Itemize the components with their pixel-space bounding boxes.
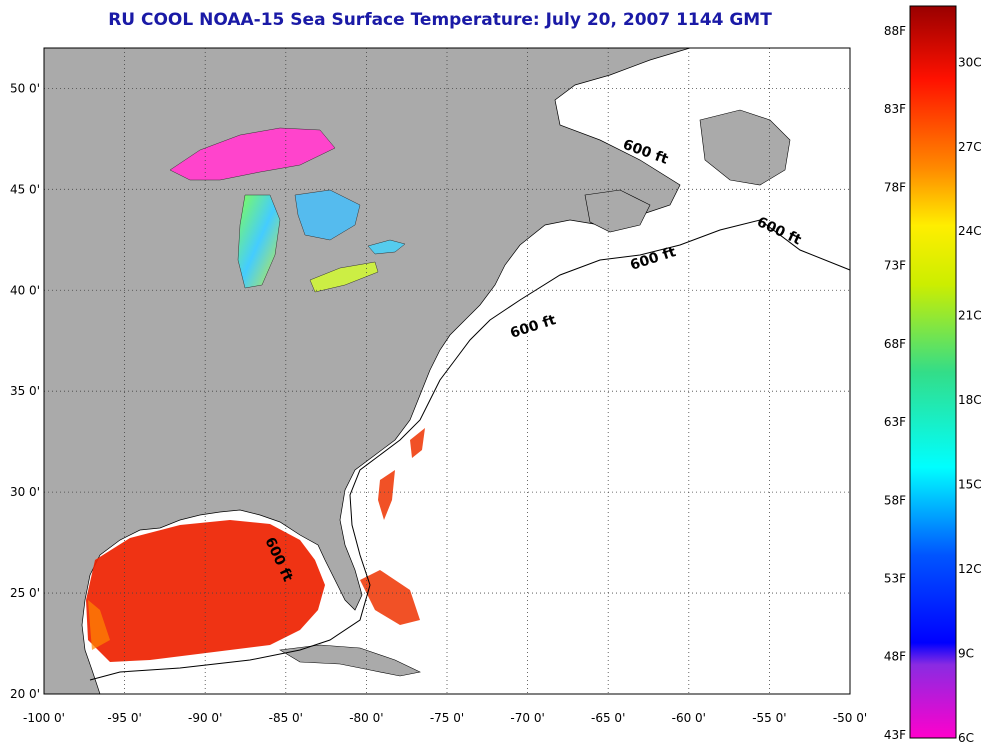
longitude-ticks: -100 0' -95 0' -90 0' -85 0' -80 0' -75 0' -70… bbox=[23, 711, 867, 725]
colorbar-celsius-label: 15C bbox=[958, 478, 982, 492]
colorbar bbox=[909, 5, 957, 739]
atlantic-sst bbox=[360, 570, 420, 625]
lat-tick-label: 50 0' bbox=[10, 81, 40, 95]
colorbar-fahrenheit-labels: 43F 48F 53F 58F 63F 68F 73F 78F 83F 88F bbox=[884, 24, 906, 742]
lon-tick-label: -75 0' bbox=[430, 711, 464, 725]
lake-erie bbox=[309, 261, 379, 293]
nova-scotia bbox=[584, 189, 651, 233]
lake-superior bbox=[169, 127, 336, 181]
colorbar-celsius-label: 12C bbox=[958, 562, 982, 576]
newfoundland bbox=[699, 109, 791, 186]
cuba bbox=[279, 644, 421, 677]
lon-tick-label: -95 0' bbox=[107, 711, 141, 725]
lon-tick-label: -80 0' bbox=[349, 711, 383, 725]
lat-tick-label: 25 0' bbox=[10, 586, 40, 600]
gulf-sst bbox=[86, 520, 325, 662]
colorbar-fahrenheit-label: 83F bbox=[884, 102, 906, 116]
lat-tick-label: 40 0' bbox=[10, 283, 40, 297]
colorbar-celsius-label: 18C bbox=[958, 393, 982, 407]
map-title: RU COOL NOAA-15 Sea Surface Temperature:… bbox=[108, 10, 772, 30]
colorbar-celsius-label: 9C bbox=[958, 647, 974, 661]
lake-huron bbox=[294, 189, 361, 241]
lon-tick-label: -60 0' bbox=[672, 711, 706, 725]
lon-tick-label: -100 0' bbox=[23, 711, 65, 725]
lon-tick-label: -70 0' bbox=[510, 711, 544, 725]
lon-tick-label: -90 0' bbox=[188, 711, 222, 725]
colorbar-celsius-label: 24C bbox=[958, 224, 982, 238]
coastal-sst bbox=[378, 470, 395, 520]
gulf-sst-warm bbox=[88, 600, 110, 650]
colorbar-fahrenheit-label: 88F bbox=[884, 24, 906, 38]
colorbar-fahrenheit-label: 78F bbox=[884, 180, 906, 194]
map-border bbox=[43, 47, 851, 695]
colorbar-fahrenheit-label: 53F bbox=[884, 571, 906, 585]
lat-tick-label: 45 0' bbox=[10, 182, 40, 196]
colorbar-fahrenheit-label: 63F bbox=[884, 415, 906, 429]
colorbar-fahrenheit-label: 68F bbox=[884, 337, 906, 351]
colorbar-celsius-label: 27C bbox=[958, 140, 982, 154]
contour-600ft bbox=[89, 219, 851, 681]
colorbar-fahrenheit-label: 48F bbox=[884, 650, 906, 664]
colorbar-celsius-label: 6C bbox=[958, 731, 974, 745]
lake-ontario bbox=[367, 239, 406, 255]
lon-tick-label: -50 0' bbox=[833, 711, 867, 725]
coastal-sst-2 bbox=[410, 428, 425, 458]
colorbar-fahrenheit-label: 73F bbox=[884, 259, 906, 273]
lon-tick-label: -55 0' bbox=[752, 711, 786, 725]
colorbar-celsius-label: 30C bbox=[958, 55, 982, 69]
latitude-ticks: 20 0' 25 0' 30 0' 35 0' 40 0' 45 0' 50 0' bbox=[10, 81, 40, 701]
lat-tick-label: 35 0' bbox=[10, 384, 40, 398]
colorbar-fahrenheit-label: 43F bbox=[884, 728, 906, 742]
land-mass bbox=[43, 47, 691, 695]
colorbar-fahrenheit-label: 58F bbox=[884, 493, 906, 507]
lake-michigan bbox=[237, 194, 281, 289]
lon-tick-label: -65 0' bbox=[591, 711, 625, 725]
colorbar-celsius-labels: 6C 9C 12C 15C 18C 21C 24C 27C 30C bbox=[958, 55, 982, 745]
colorbar-celsius-label: 21C bbox=[958, 309, 982, 323]
lon-tick-label: -85 0' bbox=[269, 711, 303, 725]
lat-tick-label: 20 0' bbox=[10, 687, 40, 701]
lat-tick-label: 30 0' bbox=[10, 485, 40, 499]
